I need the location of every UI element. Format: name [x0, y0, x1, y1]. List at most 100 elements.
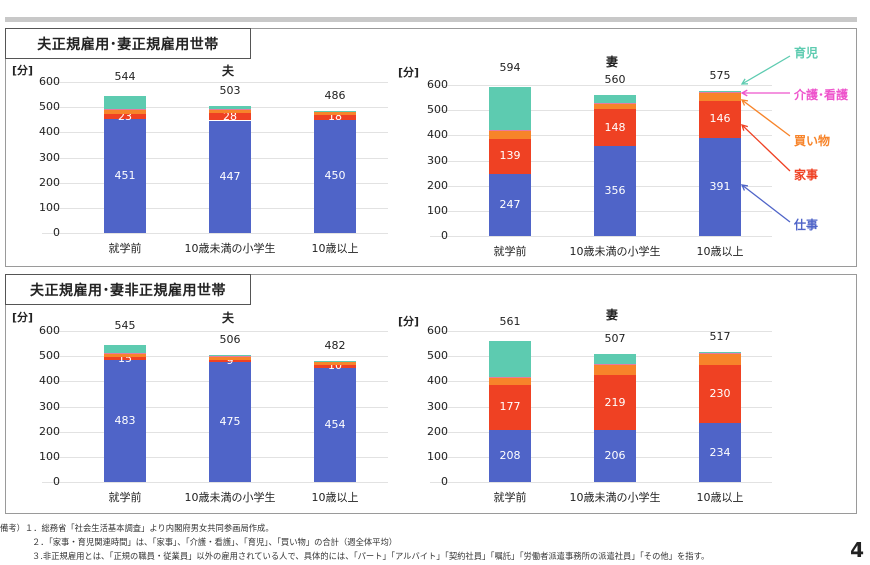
bar-total-label: 482 — [324, 338, 346, 352]
y-tick-label: 200 — [427, 424, 448, 438]
segment-value-label: 356 — [604, 184, 626, 198]
segment-value-label: 206 — [604, 449, 626, 463]
bar-segment-買い物 — [699, 93, 741, 101]
y-tick-label: 200 — [39, 424, 60, 438]
bar-segment-仕事 — [699, 423, 741, 482]
bar-segment-家事 — [699, 100, 741, 138]
bar-segment-仕事 — [594, 146, 636, 236]
bar-segment-介護･看護 — [314, 111, 356, 112]
gridline — [42, 82, 388, 83]
bar-segment-育児 — [699, 91, 741, 93]
y-tick-label: 100 — [427, 449, 448, 463]
segment-value-label: 219 — [604, 395, 626, 409]
bar-segment-育児 — [489, 340, 531, 377]
bar-segment-買い物 — [594, 364, 636, 376]
bar-segment-介護･看護 — [489, 130, 531, 132]
axis-unit-label: [分] — [12, 64, 34, 77]
gridline — [430, 482, 772, 483]
legend-shopping: 買い物 — [794, 134, 831, 148]
bar-segment-仕事 — [314, 119, 356, 233]
bar-segment-家事 — [314, 365, 356, 368]
bar-total-label: 517 — [709, 329, 731, 343]
gridline — [430, 85, 772, 86]
bar-segment-仕事 — [594, 430, 636, 482]
segment-value-label: 139 — [499, 149, 521, 163]
segment-value-label: 451 — [114, 169, 136, 183]
chart-title: 妻 — [605, 308, 619, 322]
bar-total-label: 503 — [219, 84, 241, 98]
y-tick-label: 0 — [441, 475, 448, 488]
y-tick-label: 600 — [39, 324, 60, 337]
bar-total-label: 561 — [499, 314, 521, 328]
y-tick-label: 600 — [427, 78, 448, 91]
bar-segment-仕事 — [209, 362, 251, 482]
bar-segment-買い物 — [489, 377, 531, 386]
segment-value-label: 247 — [499, 197, 521, 211]
y-tick-label: 400 — [427, 374, 448, 388]
bar-segment-育児 — [489, 86, 531, 131]
bar-segment-育児 — [594, 354, 636, 364]
y-tick-label: 400 — [39, 125, 60, 139]
gridline — [42, 233, 388, 234]
segment-value-label: 230 — [709, 387, 731, 401]
y-tick-label: 300 — [39, 150, 60, 164]
x-category-label: 10歳以上 — [696, 491, 744, 504]
bar-segment-買い物 — [314, 111, 356, 116]
y-tick-label: 200 — [39, 175, 60, 189]
panel-title: 夫正規雇用･妻非正規雇用世帯 — [5, 274, 251, 305]
bar-total-label: 575 — [709, 69, 731, 83]
page-number: 4 — [850, 538, 864, 562]
segment-value-label: 450 — [324, 169, 346, 183]
bar-segment-仕事 — [489, 173, 531, 236]
bar-segment-育児 — [314, 360, 356, 362]
axis-unit-label: [分] — [12, 311, 34, 324]
bar-segment-介護･看護 — [489, 376, 531, 378]
y-tick-label: 600 — [427, 324, 448, 337]
x-category-label: 就学前 — [108, 242, 142, 255]
bar-segment-仕事 — [314, 367, 356, 482]
bar-segment-買い物 — [699, 353, 741, 366]
bar-segment-買い物 — [209, 356, 251, 361]
top-divider-bar — [5, 17, 857, 22]
gridline — [430, 331, 772, 332]
y-tick-label: 500 — [39, 349, 60, 363]
y-tick-label: 500 — [427, 349, 448, 363]
y-tick-label: 500 — [39, 100, 60, 114]
gridline — [42, 482, 388, 483]
legend-childcare: 育児 — [794, 46, 819, 60]
legend-housework: 家事 — [794, 168, 819, 182]
bar-segment-家事 — [209, 360, 251, 363]
bar-total-label: 545 — [114, 318, 136, 332]
bar-segment-介護･看護 — [314, 361, 356, 362]
bar-segment-買い物 — [209, 109, 251, 114]
y-tick-label: 100 — [39, 200, 60, 214]
bar-segment-家事 — [104, 113, 146, 120]
bar-segment-買い物 — [104, 109, 146, 114]
chart-title: 夫 — [221, 64, 235, 78]
bar-total-label: 507 — [604, 332, 626, 346]
axis-unit-label: [分] — [398, 66, 420, 79]
bar-segment-買い物 — [489, 131, 531, 139]
chart-title: 妻 — [605, 55, 619, 69]
footnote-3: ３.非正規雇用とは、「正規の職員・従業員」以外の雇用されている人で、具体的には、… — [32, 551, 710, 561]
bar-segment-仕事 — [104, 119, 146, 233]
segment-value-label: 234 — [709, 445, 731, 459]
segment-value-label: 475 — [219, 415, 241, 429]
y-tick-label: 300 — [427, 399, 448, 413]
bar-segment-買い物 — [104, 353, 146, 357]
bar-segment-育児 — [699, 351, 741, 353]
bar-total-label: 594 — [499, 60, 521, 74]
bar-segment-買い物 — [314, 361, 356, 366]
footnotes: 備考）１．総務省「社会生活基本調査」より内閣府男女共同参画局作成。 ２．「家事・… — [0, 521, 709, 563]
bar-segment-仕事 — [104, 360, 146, 482]
segment-value-label: 391 — [709, 179, 731, 193]
bar-segment-介護･看護 — [699, 92, 741, 94]
bar-segment-仕事 — [489, 429, 531, 482]
y-tick-label: 300 — [427, 153, 448, 167]
bar-segment-家事 — [594, 375, 636, 431]
bar-segment-家事 — [314, 115, 356, 120]
bar-segment-仕事 — [209, 120, 251, 233]
y-tick-label: 400 — [427, 128, 448, 142]
bar-segment-育児 — [104, 344, 146, 354]
x-category-label: 10歳以上 — [696, 245, 744, 258]
